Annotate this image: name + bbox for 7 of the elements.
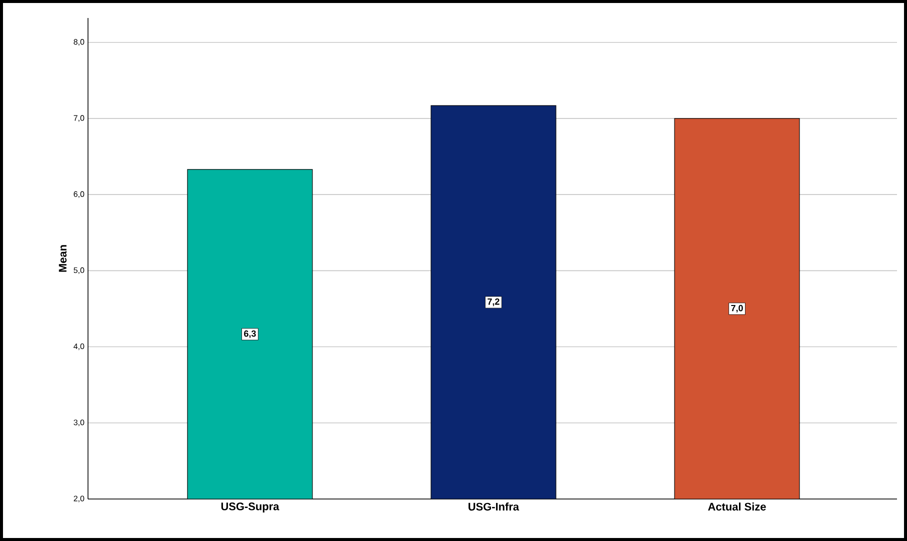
data-label: 7,2: [488, 298, 500, 306]
x-tick-label: Actual Size: [708, 502, 766, 511]
x-tick-label: USG-Infra: [468, 502, 520, 511]
x-tick-label: USG-Supra: [221, 502, 280, 512]
data-label: 7,0: [731, 304, 743, 313]
y-axis-title: Mean: [58, 245, 67, 272]
data-label: 6,3: [244, 330, 256, 338]
